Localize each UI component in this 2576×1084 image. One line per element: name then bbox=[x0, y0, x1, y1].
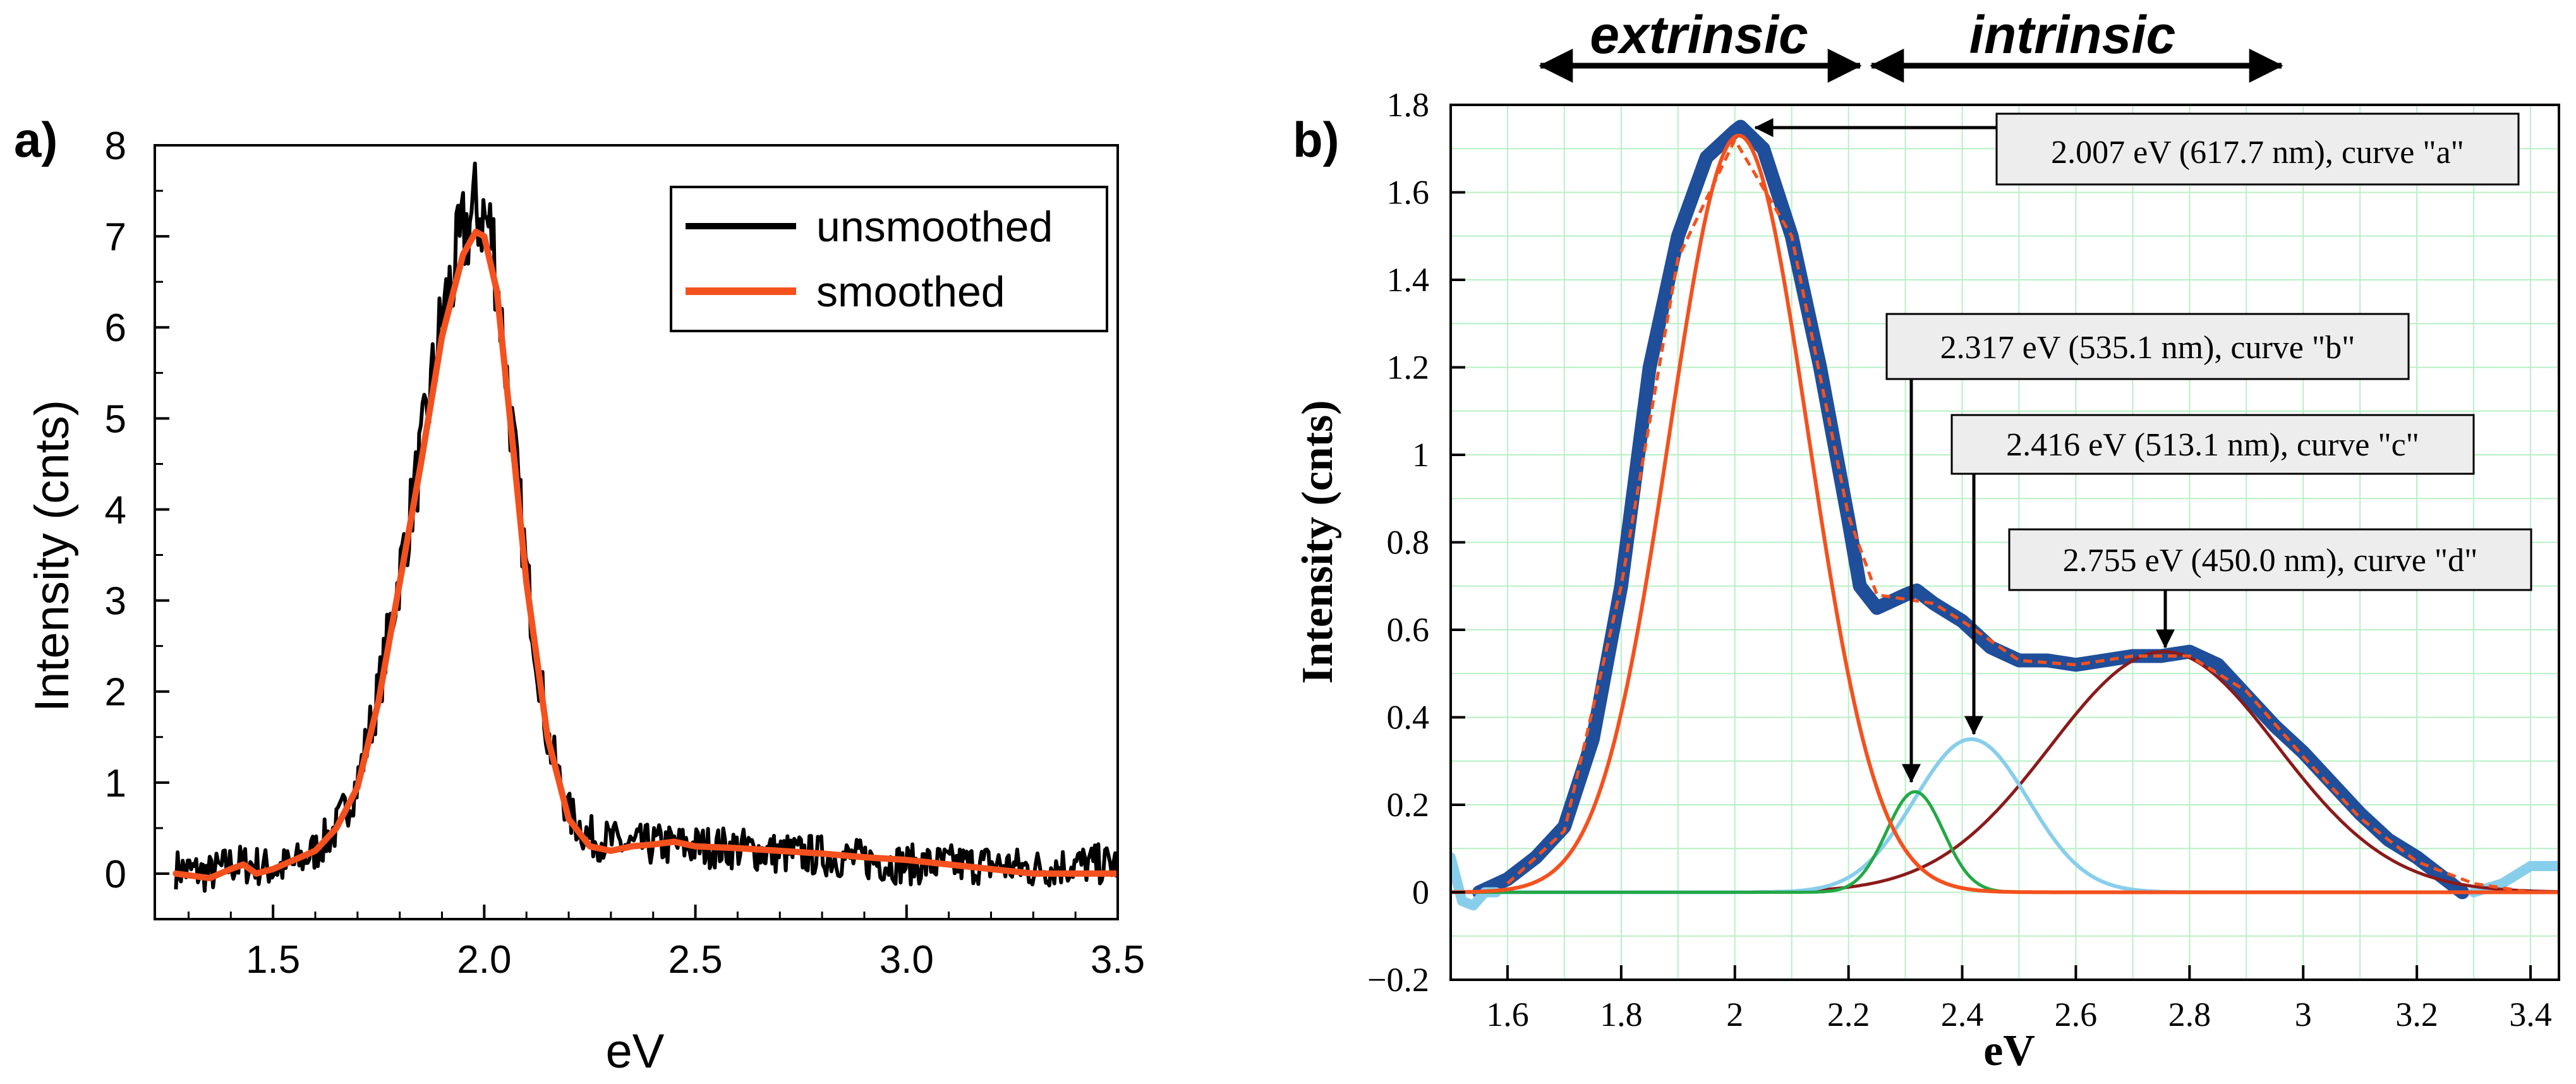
panel-b-x-tick-label: 1.6 bbox=[1486, 996, 1529, 1033]
fit-line bbox=[1506, 136, 2531, 894]
panel-a-y-tick-label: 6 bbox=[105, 306, 126, 350]
annotation-box-b bbox=[1885, 313, 2410, 380]
panel-a-y-tick-label: 4 bbox=[105, 488, 126, 532]
panel-a-x-ticks: 1.5 2.0 2.5 3.0 3.5 bbox=[187, 905, 1145, 982]
panel-a-legend: unsmoothed smoothed bbox=[670, 186, 1108, 332]
panel-a-y-tick-label: 1 bbox=[105, 762, 126, 805]
measured-line bbox=[1472, 119, 2470, 900]
panel-b-y-tick-label: 1.8 bbox=[1387, 86, 1430, 124]
panel-b-y-tick-label: 0.6 bbox=[1387, 611, 1430, 649]
panel-b-y-tick-label: −0.2 bbox=[1367, 961, 1429, 999]
panel-b-y-tick-label: 1.2 bbox=[1387, 349, 1430, 387]
annotation-box-d bbox=[2008, 528, 2532, 591]
panel-a-series-layer bbox=[172, 161, 1118, 893]
curve-a-line bbox=[1451, 133, 2559, 894]
panel-b-x-tick-label: 1.8 bbox=[1600, 996, 1643, 1033]
smoothed-line bbox=[172, 228, 1118, 882]
panel-b-y-ticks: −0.2 0 0.2 0.4 0.6 0.8 1 1.2 1.4 1.6 1.8 bbox=[1367, 86, 1465, 999]
annotation-box-c bbox=[1950, 414, 2475, 475]
panel-b-annotations: 2.007 eV (617.7 nm), curve "a" 2.317 eV … bbox=[1754, 112, 2532, 783]
panel-b-x-tick-label: 3.2 bbox=[2395, 996, 2438, 1033]
panel-b-series-layer bbox=[1451, 119, 2559, 911]
annotation-text-a: 2.007 eV (617.7 nm), curve "a" bbox=[2051, 135, 2464, 171]
panel-a-y-tick-label: 8 bbox=[105, 124, 126, 168]
panel-a-y-tick-label: 5 bbox=[105, 397, 126, 441]
panel-b-x-tick-label: 2.4 bbox=[1941, 996, 1984, 1033]
panel-a-y-tick-label: 7 bbox=[105, 215, 126, 259]
intrinsic-label: intrinsic bbox=[1969, 5, 2176, 64]
panel-a-label: a) bbox=[14, 112, 57, 167]
panel-b-x-tick-label: 2.6 bbox=[2055, 996, 2098, 1033]
panel-a-y-axis-label: Intensity (cnts) bbox=[25, 400, 79, 712]
panel-b: b) extrinsic intrinsic 1.6 1.8 2 2.2 2.4 2.6 2… bbox=[1293, 5, 2560, 1075]
panel-a-plot-frame bbox=[154, 144, 1119, 920]
panel-a-y-tick-label: 2 bbox=[105, 671, 126, 714]
panel-b-y-tick-label: 0.4 bbox=[1387, 699, 1430, 737]
panel-a-y-tick-label: 3 bbox=[105, 580, 126, 623]
annotation-text-c: 2.416 eV (513.1 nm), curve "c" bbox=[2006, 427, 2419, 463]
panel-a-x-tick-label: 1.5 bbox=[246, 938, 300, 982]
panel-b-y-tick-label: 0.8 bbox=[1387, 524, 1430, 562]
panel-b-x-tick-label: 2 bbox=[1726, 996, 1743, 1033]
annotation-curve-b: 2.317 eV (535.1 nm), curve "b" bbox=[1885, 313, 2410, 783]
panel-a-x-axis-label: eV bbox=[606, 1025, 665, 1078]
panel-b-y-tick-label: 1 bbox=[1412, 436, 1429, 474]
panel-b-region-labels: extrinsic intrinsic bbox=[1539, 5, 2283, 83]
annotation-text-d: 2.755 eV (450.0 nm), curve "d" bbox=[2063, 543, 2478, 579]
panel-a-y-tick-label: 0 bbox=[105, 853, 126, 896]
panel-b-y-tick-label: 1.6 bbox=[1387, 174, 1430, 212]
panel-b-y-tick-label: 1.4 bbox=[1387, 261, 1430, 299]
legend-entry-smoothed: smoothed bbox=[816, 268, 1005, 316]
panel-b-y-tick-label: 0.2 bbox=[1387, 786, 1430, 824]
annotation-curve-d: 2.755 eV (450.0 nm), curve "d" bbox=[2008, 528, 2532, 649]
panel-a-x-tick-label: 2.0 bbox=[457, 938, 511, 982]
panel-a-y-ticks: 0 1 2 3 4 5 6 7 8 bbox=[105, 124, 169, 920]
annotation-curve-a: 2.007 eV (617.7 nm), curve "a" bbox=[1754, 112, 2520, 186]
panel-b-x-tick-label: 3 bbox=[2295, 996, 2312, 1033]
panel-b-label: b) bbox=[1293, 112, 1339, 167]
legend-box bbox=[670, 186, 1108, 332]
panel-b-x-ticks: 1.6 1.8 2 2.2 2.4 2.6 2.8 3 3.2 3.4 bbox=[1486, 965, 2552, 1033]
extrinsic-label: extrinsic bbox=[1590, 5, 1808, 64]
annotation-text-b: 2.317 eV (535.1 nm), curve "b" bbox=[1940, 330, 2355, 366]
panel-a: a) 1.5 2.0 2.5 3.0 3.5 0 1 2 3 4 5 6 7 8 eV Intensit… bbox=[14, 112, 1145, 1078]
panel-b-y-tick-label: 0 bbox=[1412, 874, 1429, 912]
panel-b-x-tick-label: 2.8 bbox=[2168, 996, 2211, 1033]
curve-d-line bbox=[1451, 650, 2559, 894]
panel-b-x-tick-label: 2.2 bbox=[1827, 996, 1870, 1033]
panel-a-x-tick-label: 3.5 bbox=[1091, 938, 1145, 982]
panel-b-x-axis-label: eV bbox=[1983, 1027, 2035, 1075]
panel-b-x-tick-label: 3.4 bbox=[2509, 996, 2552, 1033]
curve-c-line bbox=[1451, 737, 2559, 894]
background-line bbox=[1451, 852, 2559, 911]
panel-a-x-tick-label: 2.5 bbox=[668, 938, 722, 982]
annotation-box-a bbox=[1995, 112, 2520, 186]
panel-b-y-axis-label: Intensity (cnts) bbox=[1293, 400, 1342, 684]
annotation-curve-c: 2.416 eV (513.1 nm), curve "c" bbox=[1950, 414, 2475, 735]
panel-a-x-tick-label: 3.0 bbox=[880, 938, 934, 982]
legend-entry-unsmoothed: unsmoothed bbox=[816, 203, 1053, 251]
